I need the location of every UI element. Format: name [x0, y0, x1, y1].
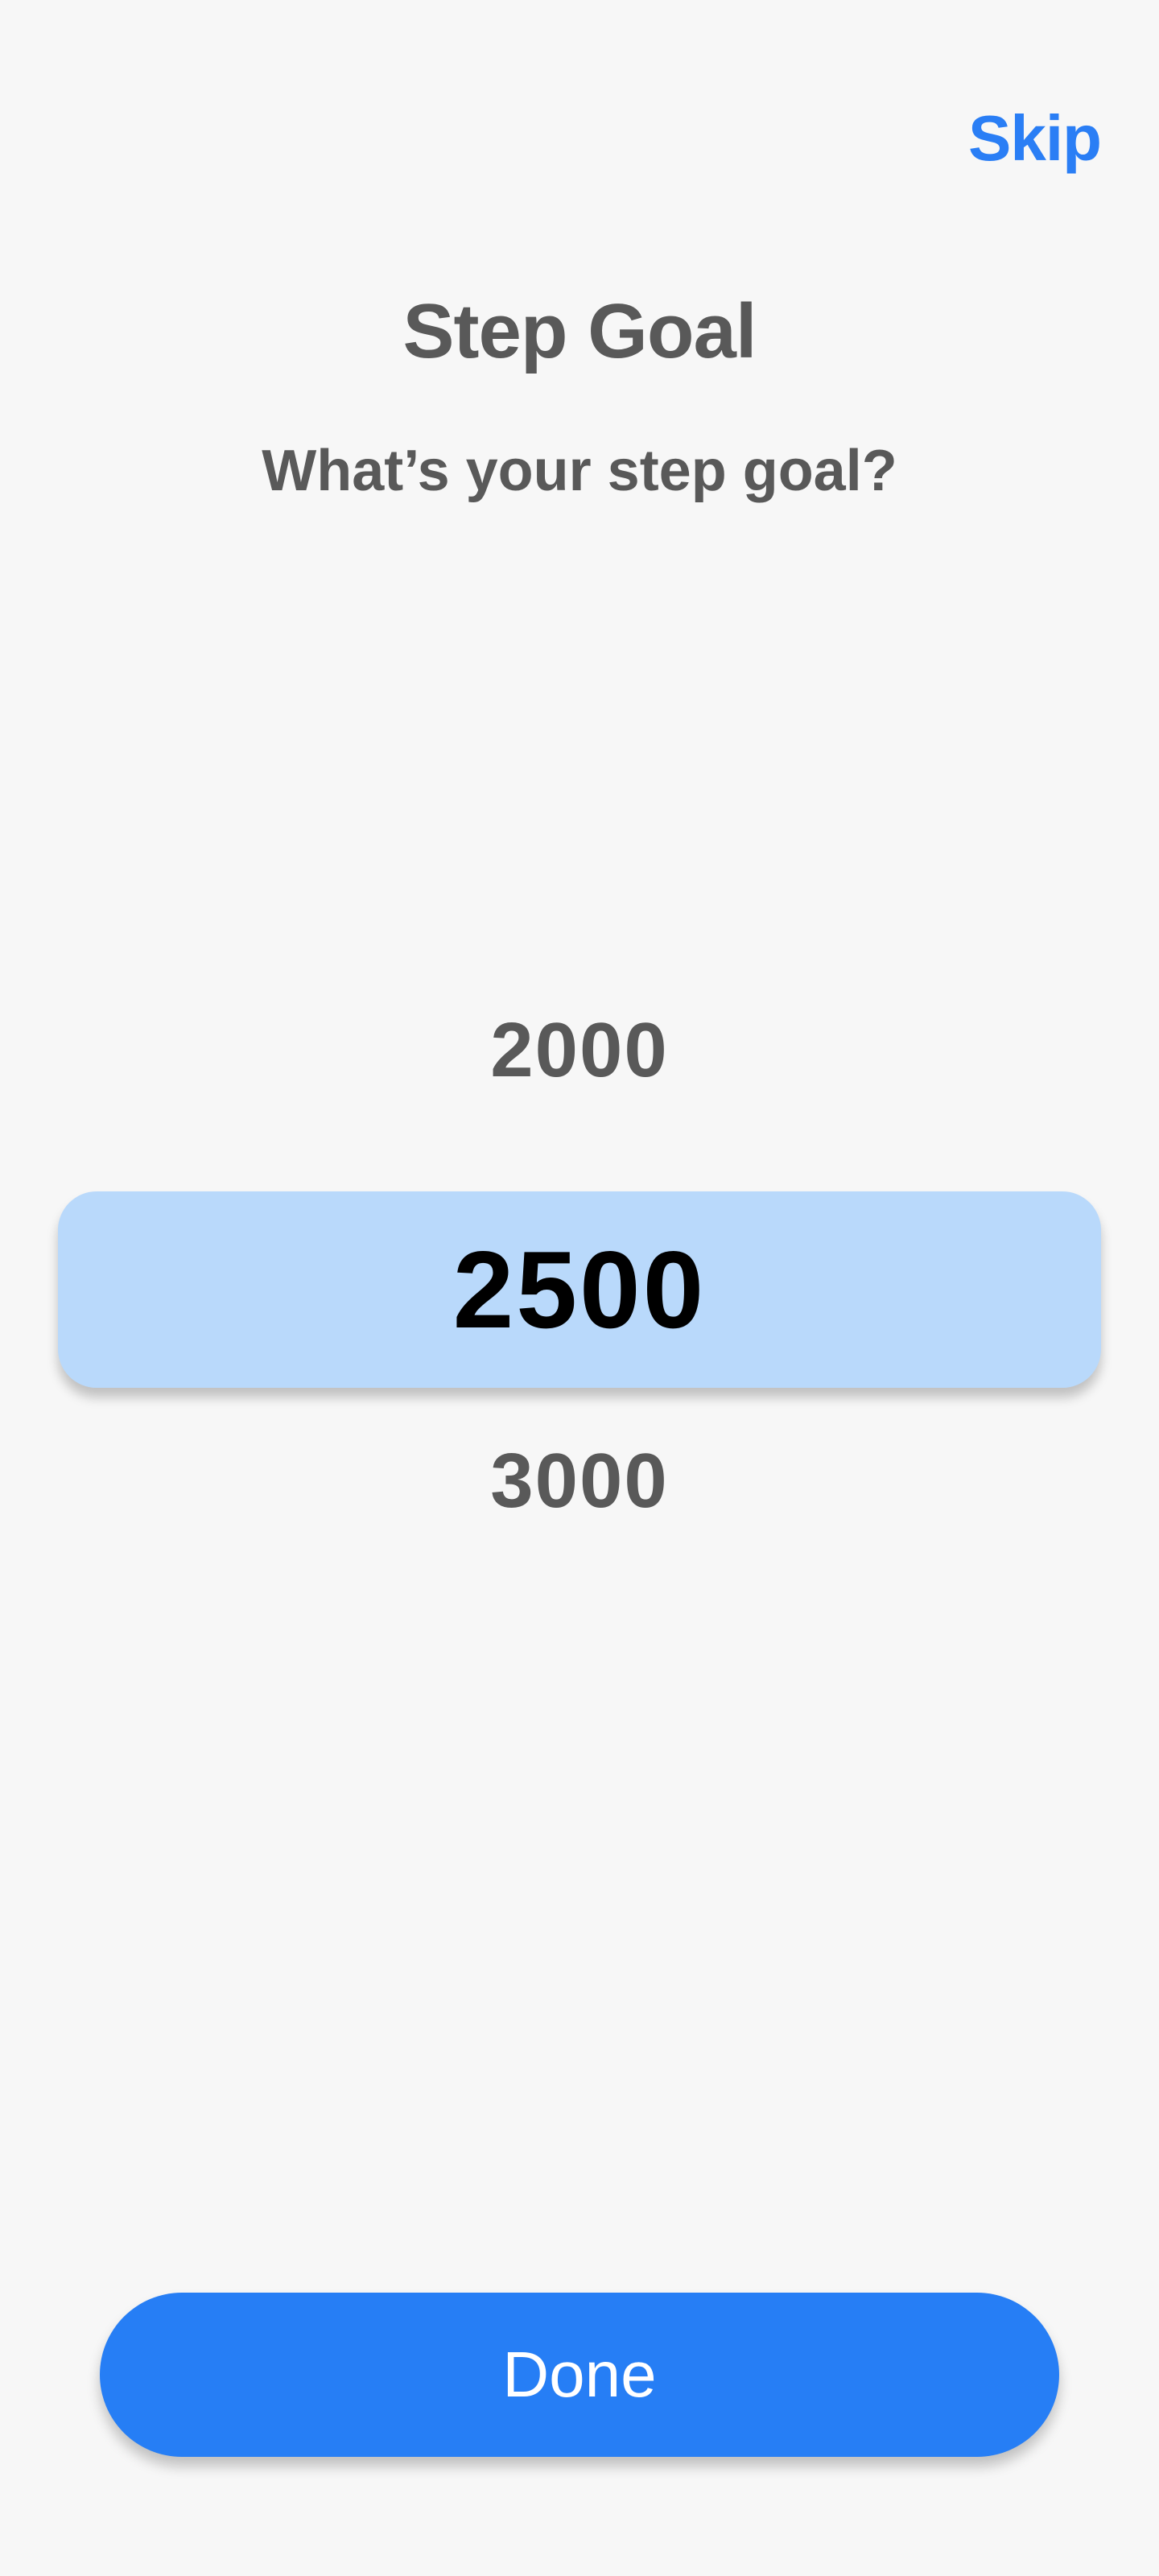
picker-option-previous[interactable]: 2000: [490, 1007, 669, 1093]
step-goal-picker[interactable]: 2000 2500 3000: [0, 998, 1159, 1594]
skip-button[interactable]: Skip: [968, 102, 1102, 174]
done-button[interactable]: Done: [100, 2293, 1059, 2457]
picker-option-next[interactable]: 3000: [490, 1438, 669, 1524]
picker-selected-value: 2500: [452, 1228, 707, 1351]
done-button-label: Done: [502, 2339, 657, 2410]
picker-selected-option[interactable]: 2500: [58, 1191, 1101, 1388]
page-subtitle: What’s your step goal?: [262, 439, 897, 503]
page-title: Step Goal: [402, 288, 757, 374]
